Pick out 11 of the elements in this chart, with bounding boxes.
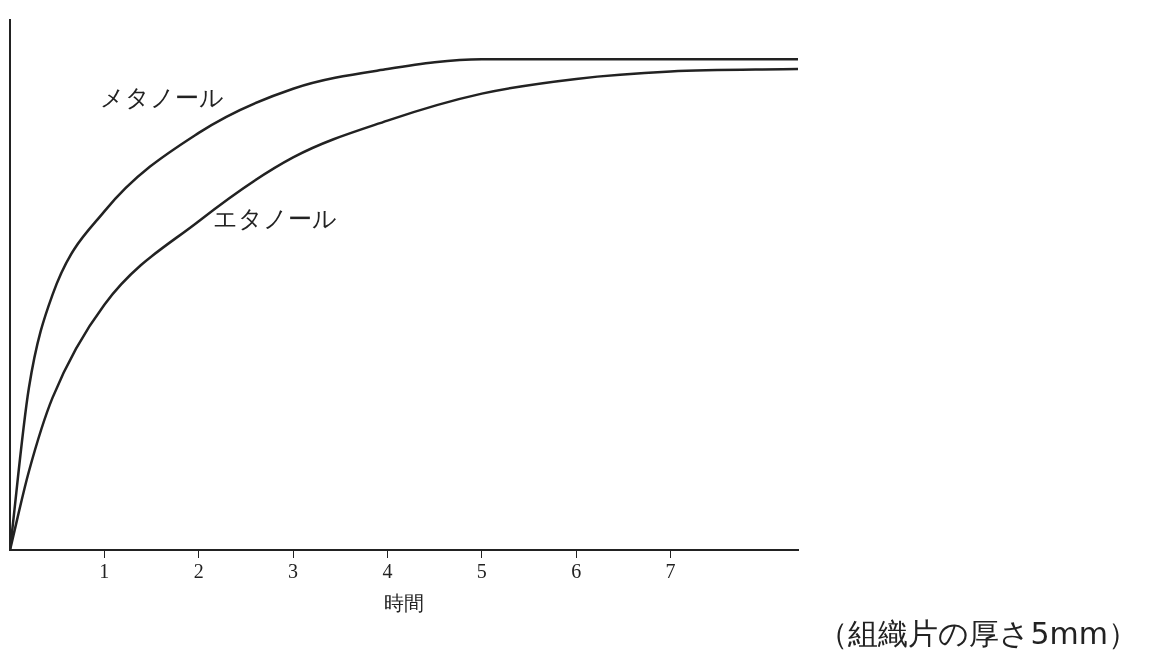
- x-tick-label: 6: [571, 560, 582, 583]
- x-tick-label: 7: [665, 560, 676, 583]
- x-tick-label: 5: [476, 560, 487, 583]
- x-axis-title: 時間: [384, 591, 424, 614]
- x-tick-label: 2: [193, 560, 204, 583]
- series-label: メタノール: [100, 84, 225, 113]
- series-label: エタノール: [212, 205, 337, 234]
- x-tick-label: 4: [382, 560, 393, 583]
- x-tick-label: 3: [288, 560, 299, 583]
- x-tick-label: 1: [99, 560, 110, 583]
- text: （組織片の厚さ5mm）: [818, 615, 1138, 653]
